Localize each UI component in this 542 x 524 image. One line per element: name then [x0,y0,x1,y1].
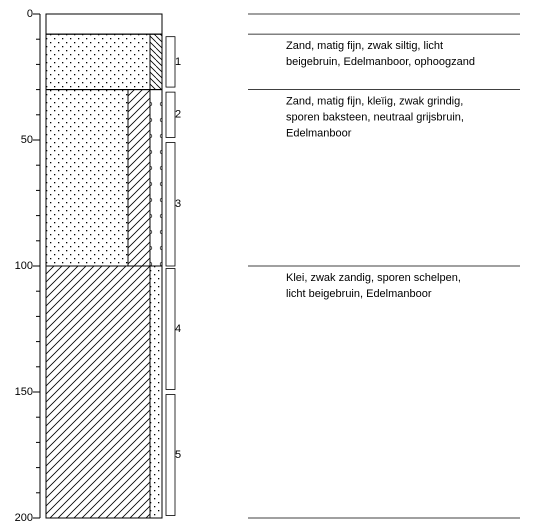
layer-description: Edelmanboor [286,128,352,140]
sample-label: 5 [175,449,181,461]
depth-label: 100 [15,260,33,272]
lithology-fill [149,265,163,519]
sample-label: 2 [175,109,181,121]
depth-label: 150 [15,386,33,398]
sample [165,394,176,516]
layer-description: licht beigebruin, Edelmanboor [286,288,432,300]
lithology-fill [45,265,151,519]
lithology-fill [45,89,129,267]
layer [45,265,163,519]
lithology-fill [45,33,151,90]
sample [165,268,176,390]
depth-label: 50 [21,134,33,146]
layer [45,13,163,35]
sample [165,36,176,88]
sample [165,142,176,267]
layer-description: Klei, zwak zandig, sporen schelpen, [286,272,461,284]
lithology-fill [127,89,151,267]
depth-label: 200 [15,512,33,524]
layer-description: Zand, matig fijn, zwak siltig, licht [286,40,443,52]
sample-label: 4 [175,323,181,335]
depth-label: 0 [27,8,33,20]
lithology-fill [149,33,163,90]
layer-description: beigebruin, Edelmanboor, ophoogzand [286,56,475,68]
sample-label: 3 [175,198,181,210]
layer-description: Zand, matig fijn, kleïig, zwak grindig, [286,96,463,108]
lithology-fill [149,89,163,267]
sample [165,91,176,138]
sample-label: 1 [175,56,181,68]
layer-description: sporen baksteen, neutraal grijsbruin, [286,112,464,124]
